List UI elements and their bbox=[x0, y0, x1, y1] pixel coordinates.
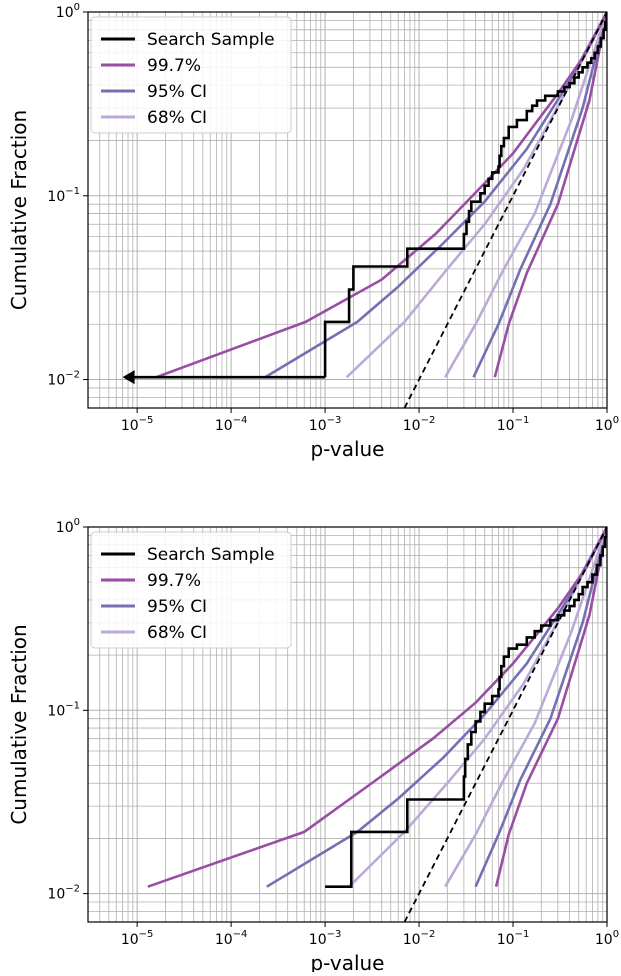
x-tick-label: 10−3 bbox=[309, 415, 342, 434]
series-line-95-upper bbox=[264, 12, 607, 379]
x-tick-label: 100 bbox=[595, 415, 619, 434]
y-axis: 10−2 10−1 100 bbox=[47, 517, 88, 903]
legend: Search Sample 99.7% 95% CI 68% CI bbox=[90, 531, 292, 649]
chart-panel-1: 10−5 10−4 10−3 10−2 10−1 100 10−2 10−1 100 p-valu… bbox=[7, 2, 619, 461]
y-tick-label: 10−1 bbox=[47, 700, 80, 719]
y-tick-label: 100 bbox=[56, 2, 80, 21]
x-axis-label: p-value bbox=[310, 437, 384, 461]
y-tick-label: 100 bbox=[56, 517, 80, 536]
legend-label: 99.7% bbox=[147, 571, 201, 591]
search-sample-arrow-head bbox=[122, 370, 135, 385]
x-tick-label: 10−1 bbox=[497, 415, 530, 434]
series-line-expected bbox=[403, 527, 607, 922]
series-line-99-7-lower bbox=[493, 12, 607, 378]
x-tick-label: 100 bbox=[595, 929, 619, 948]
series-group bbox=[122, 12, 607, 408]
x-tick-label: 10−4 bbox=[215, 929, 248, 948]
series-line-search-sample bbox=[325, 527, 607, 888]
plot-frame bbox=[87, 11, 608, 409]
legend-box bbox=[90, 16, 292, 134]
series-line-68-lower bbox=[444, 12, 607, 378]
x-tick-label: 10−5 bbox=[121, 415, 154, 434]
legend-label: 68% CI bbox=[147, 108, 207, 128]
legend-label: 99.7% bbox=[147, 56, 201, 76]
x-tick-label: 10−5 bbox=[121, 929, 154, 948]
legend-label: 95% CI bbox=[147, 82, 207, 102]
chart-panel-2: 10−5 10−4 10−3 10−2 10−1 100 10−2 10−1 100 p-valu… bbox=[7, 517, 619, 975]
y-axis: 10−2 10−1 100 bbox=[47, 2, 88, 389]
series-line-99-7-lower bbox=[494, 527, 607, 888]
legend-box bbox=[90, 531, 292, 649]
y-tick-label: 10−2 bbox=[47, 884, 80, 903]
x-tick-label: 10−2 bbox=[403, 929, 436, 948]
plot-frame bbox=[87, 526, 608, 923]
series-line-99-7-upper bbox=[147, 527, 607, 888]
y-tick-label: 10−1 bbox=[47, 186, 80, 205]
y-axis-label: Cumulative Fraction bbox=[7, 624, 31, 824]
series-line-95-lower bbox=[472, 12, 607, 378]
y-axis-label: Cumulative Fraction bbox=[7, 110, 31, 310]
series-line-95-upper bbox=[266, 527, 607, 888]
series-group bbox=[147, 527, 607, 922]
legend: Search Sample 99.7% 95% CI 68% CI bbox=[90, 16, 292, 134]
x-axis: 10−5 10−4 10−3 10−2 10−1 100 bbox=[121, 408, 619, 434]
legend-label: Search Sample bbox=[147, 30, 275, 50]
x-tick-label: 10−1 bbox=[497, 929, 530, 948]
series-line-95-lower bbox=[474, 527, 607, 888]
x-tick-label: 10−3 bbox=[309, 929, 342, 948]
x-axis: 10−5 10−4 10−3 10−2 10−1 100 bbox=[121, 922, 619, 948]
x-tick-label: 10−4 bbox=[215, 415, 248, 434]
legend-label: Search Sample bbox=[147, 545, 275, 565]
series-line-99-7-upper bbox=[155, 12, 607, 379]
x-axis-label: p-value bbox=[310, 951, 384, 972]
legend-label: 68% CI bbox=[147, 623, 207, 643]
y-tick-label: 10−2 bbox=[47, 370, 80, 389]
series-line-search-sample bbox=[323, 12, 607, 378]
x-tick-label: 10−2 bbox=[403, 415, 436, 434]
series-line-68-lower bbox=[444, 527, 607, 888]
legend-label: 95% CI bbox=[147, 597, 207, 617]
